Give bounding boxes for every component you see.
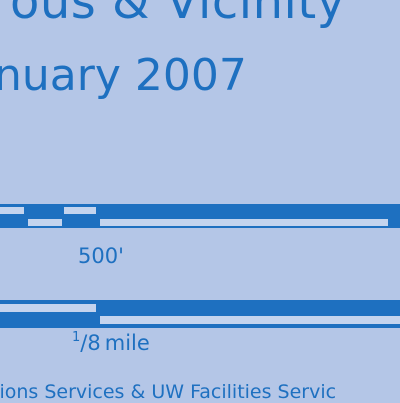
map-date: nuary 2007: [0, 50, 247, 101]
scale-bar-mile-cell: [0, 304, 96, 312]
scale-bar-feet-tick: [96, 204, 100, 228]
scale-label-mile: 1/8 mile: [72, 330, 150, 355]
scale-label-feet: 500': [78, 244, 124, 268]
scale-bar-mile-cell: [100, 316, 400, 324]
scale-bar-feet-cell: [98, 219, 388, 226]
scale-bar-feet-cell: [64, 207, 96, 214]
scale-bar-mile-tick: [96, 300, 100, 328]
scale-bar-feet: [0, 204, 400, 228]
map-credit: tions Services & UW Facilities Servic: [0, 381, 337, 403]
map-title: ous & Vicinity: [10, 0, 346, 30]
scale-bar-feet-cell: [28, 219, 62, 226]
scale-label-mile-unit: mile: [104, 331, 150, 355]
scale-bar-mile: [0, 300, 400, 328]
scale-label-mile-denominator: 8: [87, 331, 101, 355]
scale-bar-feet-cell: [100, 207, 390, 214]
scale-label-mile-numerator: 1: [72, 330, 81, 345]
scale-bar-feet-cell: [0, 207, 24, 214]
